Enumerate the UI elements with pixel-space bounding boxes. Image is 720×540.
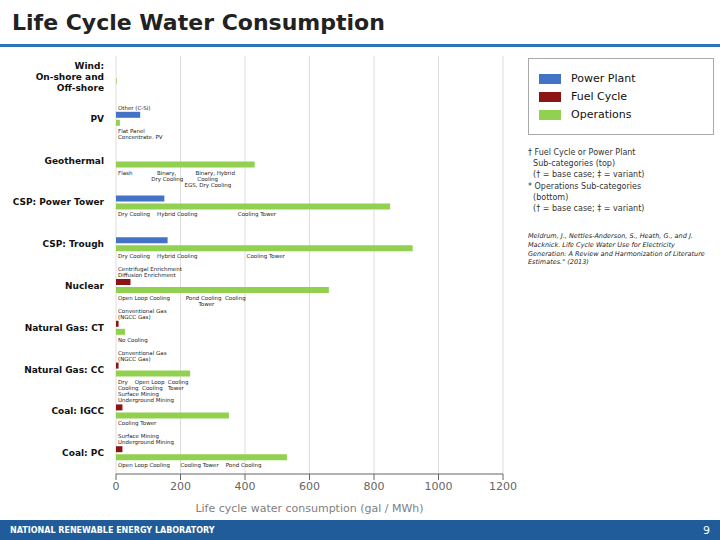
svg-text:Life cycle water consumption (: Life cycle water consumption (gal / MWh) (195, 502, 423, 515)
svg-text:Dry Open Loop CoolingCooli: Dry Open Loop CoolingCooling Cooling Tow… (118, 379, 188, 392)
svg-text:Surface MiningUnderground Mini: Surface MiningUnderground Mining (118, 433, 174, 446)
html-text:Fuel Cycle: Fuel Cycle (571, 90, 628, 103)
svg-text:600: 600 (299, 480, 320, 493)
svg-text:CSP: Trough: CSP: Trough (42, 239, 104, 249)
svg-text:Centrifugal EnrichmentDiffusio: Centrifugal EnrichmentDiffusion Enrichme… (118, 266, 183, 278)
svg-text:Dry Cooling Hybrid Cooling: Dry Cooling Hybrid Cooling Cooling Tower (118, 211, 277, 218)
svg-text:800: 800 (364, 480, 385, 493)
svg-text:Cooling Tower: Cooling Tower (118, 420, 157, 427)
svg-text:400: 400 (235, 480, 256, 493)
svg-text:Dry Cooling Hybrid Cooling: Dry Cooling Hybrid Cooling Cooling Tower (118, 253, 286, 260)
html-text:† Fuel Cycle or Power Plant Su: † Fuel Cycle or Power Plant Sub-categori… (528, 148, 645, 213)
html-text:Life Cycle Water Consumption: Life Cycle Water Consumption (12, 9, 385, 35)
svg-text:Wind:On-shore andOff-shore: Wind:On-shore andOff-shore (36, 61, 104, 93)
html-text:9: 9 (703, 523, 710, 537)
svg-text:PV: PV (90, 114, 104, 124)
svg-text:Geothermal: Geothermal (45, 156, 104, 166)
svg-text:1200: 1200 (489, 480, 517, 493)
svg-text:Natural Gas: CC: Natural Gas: CC (24, 365, 104, 375)
svg-text:Open Loop Cooling Pond: Open Loop Cooling Pond Cooling Cooling T… (118, 295, 246, 307)
svg-text:Surface MiningUnderground Mini: Surface MiningUnderground Mining (118, 391, 174, 404)
html-text:Power Plant: Power Plant (571, 72, 636, 85)
svg-text:Nuclear: Nuclear (65, 281, 105, 291)
svg-text:200: 200 (170, 480, 191, 493)
svg-text:Other (C-Si): Other (C-Si) (118, 105, 151, 111)
svg-text:CSP: Power Tower: CSP: Power Tower (13, 197, 105, 207)
svg-text:Coal: IGCC: Coal: IGCC (51, 406, 104, 416)
svg-text:Open Loop Cooling Cooling: Open Loop Cooling Cooling Tower Pond Coo… (118, 462, 262, 469)
svg-text:1000: 1000 (425, 480, 453, 493)
html-text:Meldrum, J., Nettles-Anderson,: Meldrum, J., Nettles-Anderson, S., Heath… (528, 232, 705, 267)
svg-text:Flat PanelConcentrate. PV: Flat PanelConcentrate. PV (118, 128, 163, 140)
svg-text:Coal: PC: Coal: PC (62, 448, 104, 458)
svg-text:No Cooling: No Cooling (118, 337, 148, 344)
svg-text:Conventional Gas(NGCC Gas): Conventional Gas(NGCC Gas) (118, 350, 167, 362)
svg-text:Flash Binary,: Flash Binary, Binary, Hybrid Dry Cooling… (118, 170, 235, 189)
svg-text:Conventional Gas(NGCC Gas): Conventional Gas(NGCC Gas) (118, 308, 167, 320)
html-text:Operations: Operations (571, 108, 632, 121)
svg-text:0: 0 (113, 480, 120, 493)
html-text:NATIONAL RENEWABLE ENERGY LABO: NATIONAL RENEWABLE ENERGY LABORATORY (10, 525, 215, 535)
svg-text:Natural Gas: CT: Natural Gas: CT (25, 323, 105, 333)
